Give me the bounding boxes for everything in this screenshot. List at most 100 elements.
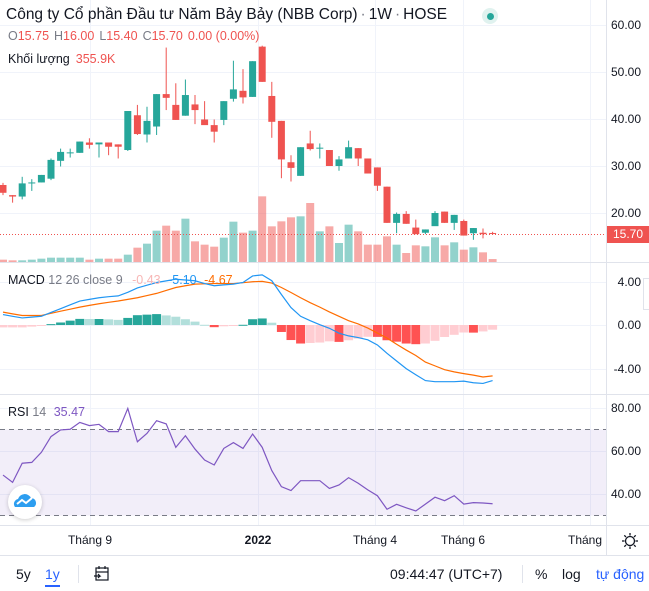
candle-body xyxy=(479,232,487,235)
symbol-title[interactable]: Công ty Cổ phần Đầu tư Năm Bảy Bảy (NBB … xyxy=(6,6,447,24)
candle-body xyxy=(431,213,439,227)
divider xyxy=(522,565,523,583)
tradingview-logo[interactable] xyxy=(8,485,42,519)
candle-body xyxy=(124,111,132,151)
macd-histogram-bar xyxy=(171,316,181,325)
candle-body xyxy=(268,95,276,122)
volume-bar xyxy=(402,253,411,262)
candle-body xyxy=(18,183,26,197)
go-to-date-icon[interactable] xyxy=(93,565,111,583)
volume-bar xyxy=(383,236,391,262)
candle-body xyxy=(143,120,151,135)
separator: · xyxy=(394,6,401,23)
macd-tick: 0.00 xyxy=(617,318,641,332)
pane-controls-button[interactable] xyxy=(643,278,649,310)
range-1y-button[interactable]: 1y xyxy=(45,566,60,587)
macd-histogram-bar xyxy=(161,315,171,325)
rsi-tick: 40.00 xyxy=(610,487,641,501)
rsi-legend[interactable]: RSI 14 35.47 xyxy=(8,405,85,419)
volume-bar xyxy=(335,243,343,262)
candle-body xyxy=(373,167,381,186)
volume-bar xyxy=(181,218,190,262)
candle-body xyxy=(66,152,74,154)
macd-histogram-bar xyxy=(488,325,498,330)
auto-scale-toggle[interactable]: tự động xyxy=(596,566,645,582)
high-label: H xyxy=(54,29,64,43)
macd-histogram-bar xyxy=(200,324,210,326)
macd-histogram-bar xyxy=(56,322,66,325)
volume-bar xyxy=(95,258,103,262)
volume-bar xyxy=(411,245,420,262)
candle-body xyxy=(229,89,237,99)
macd-legend[interactable]: MACD 12 26 close 9 -0.43 -5.10 -4.67 xyxy=(8,273,233,287)
candle-body xyxy=(297,147,305,176)
rsi-value: 35.47 xyxy=(53,405,85,419)
rsi-name: RSI xyxy=(8,405,29,419)
volume-bar xyxy=(392,244,401,262)
candle-body xyxy=(249,61,257,97)
macd-histogram-bar xyxy=(392,325,402,342)
macd-histogram-bar xyxy=(17,325,27,328)
time-tick: Tháng xyxy=(568,533,603,547)
candle-body xyxy=(421,229,429,233)
exchange: HOSE xyxy=(403,6,448,23)
low-label: L xyxy=(99,29,107,43)
volume-bar xyxy=(200,244,209,262)
candle-body xyxy=(258,46,266,82)
volume-bar xyxy=(440,245,449,262)
macd-histogram-bar xyxy=(324,325,334,342)
last-price-tag: 15.70 xyxy=(607,226,649,243)
log-toggle[interactable]: log xyxy=(562,566,581,582)
interval: 1W xyxy=(368,6,392,23)
macd-histogram-bar xyxy=(209,325,219,328)
macd-pane xyxy=(0,274,498,385)
volume-bar xyxy=(143,243,151,262)
range-5y-button[interactable]: 5y xyxy=(16,566,31,582)
chart-canvas[interactable] xyxy=(0,0,649,555)
macd-histogram-bar xyxy=(27,325,37,327)
volume-bar xyxy=(85,259,94,262)
volume-bar xyxy=(479,252,487,262)
percent-toggle[interactable]: % xyxy=(535,566,548,582)
macd-histogram-bar xyxy=(123,317,133,325)
macd-histogram-bar xyxy=(344,325,354,341)
volume-bar xyxy=(162,225,171,262)
volume-bar xyxy=(75,257,84,262)
macd-histogram-bar xyxy=(449,325,459,335)
timezone-button[interactable]: 09:44:47 (UTC+7) xyxy=(390,566,503,582)
volume-bar xyxy=(210,246,219,262)
volume-bar xyxy=(373,244,382,262)
settings-icon[interactable] xyxy=(621,532,639,550)
candle-body xyxy=(393,213,401,223)
volume-bar xyxy=(152,230,161,262)
close-label: C xyxy=(142,29,152,43)
macd-name: MACD xyxy=(8,273,45,287)
volume-legend[interactable]: Khối lượng 355.9K xyxy=(8,52,115,66)
candle-body xyxy=(469,228,477,234)
macd-histogram-bar xyxy=(0,325,8,328)
macd-histogram-bar xyxy=(286,325,296,341)
macd-histogram-bar xyxy=(411,325,421,345)
macd-histogram-bar xyxy=(459,325,469,333)
macd-histogram-bar xyxy=(94,319,104,325)
volume-bar xyxy=(133,247,142,262)
macd-histogram-bar xyxy=(142,314,152,325)
macd-histogram-bar xyxy=(305,325,315,343)
candle-body xyxy=(441,211,449,223)
macd-histogram-bar xyxy=(46,324,56,326)
macd-histogram-bar xyxy=(238,324,248,326)
volume-bar xyxy=(171,230,180,262)
candle-body xyxy=(57,151,65,161)
macd-histogram-bar xyxy=(257,318,267,325)
volume-bar xyxy=(287,217,295,262)
candle-body xyxy=(316,147,324,149)
macd-histogram-bar xyxy=(382,325,392,341)
candle-body xyxy=(191,104,199,111)
volume-bar xyxy=(248,230,257,262)
macd-histogram-bar xyxy=(276,325,286,332)
market-status-icon[interactable] xyxy=(482,8,498,24)
candle-body xyxy=(287,162,295,168)
macd-histogram-bar xyxy=(190,321,200,325)
volume-bar xyxy=(315,231,324,262)
macd-line-value: -5.10 xyxy=(168,273,197,287)
